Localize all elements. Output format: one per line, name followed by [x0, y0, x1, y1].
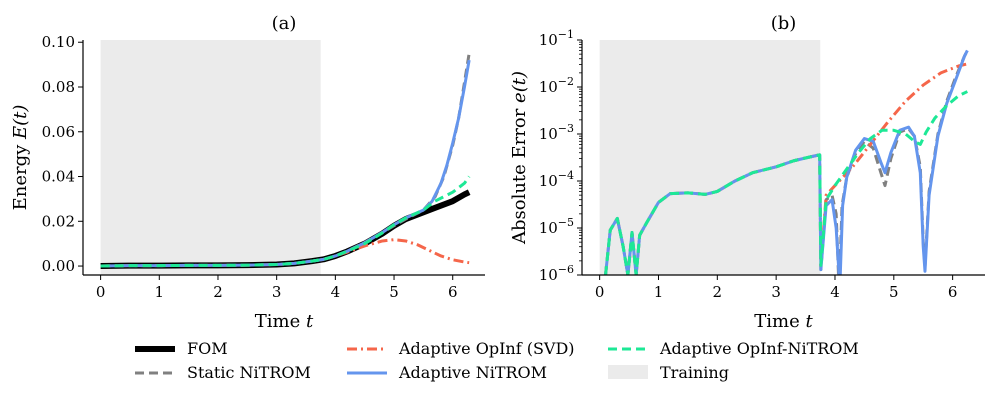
- y-tick-label: 10−1: [539, 28, 574, 49]
- x-tick-label: 6: [448, 283, 458, 301]
- y-tick-label: 10−3: [539, 122, 574, 143]
- panel-title: (a): [272, 13, 297, 34]
- legend-label: Adaptive OpInf (SVD): [398, 339, 575, 358]
- y-tick-label: 10−5: [539, 216, 574, 237]
- legend: FOM Static NiTROM Adaptive OpInf (SVD) Adap…: [135, 339, 859, 382]
- x-tick-label: 1: [155, 283, 165, 301]
- legend-item-static-nitrom: Static NiTROM: [135, 363, 311, 382]
- x-tick-label: 4: [830, 283, 840, 301]
- legend-label: Training: [660, 363, 729, 382]
- series-adaptive-opinf-nitrom: [100, 175, 471, 268]
- panel-b: 0 1 2 3 4 5 610−610−510−410−310−210−1(b)Time t…: [509, 13, 985, 332]
- x-tick-label: 0: [96, 283, 106, 301]
- y-axis-label: Absolute Error e(t): [509, 71, 530, 245]
- y-tick-exponent: −4: [558, 169, 574, 182]
- y-tick-exponent: −1: [558, 28, 574, 41]
- legend-item-adaptive-opinf-svd: Adaptive OpInf (SVD): [347, 339, 575, 358]
- legend-item-training: Training: [608, 363, 729, 382]
- y-tick-exponent: −2: [558, 75, 574, 88]
- series-group: [100, 53, 471, 270]
- y-tick-base: 10: [539, 219, 558, 237]
- y-tick-label: 0.08: [42, 78, 75, 96]
- x-tick-label: 3: [771, 283, 781, 301]
- x-tick-label: 1: [654, 283, 664, 301]
- y-tick-label: 0.04: [42, 168, 75, 186]
- y-label-text: Absolute Error: [509, 103, 530, 245]
- panel-a: 0 1 2 3 4 5 6 0.00 0.02 0.04 0.06 0.08 0.10 (a) Time t…: [10, 13, 485, 332]
- y-tick-label: 10−6: [539, 263, 574, 284]
- x-tick-label: 5: [889, 283, 899, 301]
- y-label-var: E(t): [10, 105, 31, 140]
- legend-swatch: [608, 365, 648, 379]
- legend-label: Adaptive OpInf-NiTROM: [659, 339, 859, 358]
- x-tick-label: 2: [713, 283, 723, 301]
- training-region: [599, 40, 821, 275]
- legend-item-adaptive-nitrom: Adaptive NiTROM: [347, 363, 547, 382]
- x-tick-label: 3: [272, 283, 282, 301]
- y-tick-base: 10: [539, 31, 558, 49]
- x-label-var: t: [805, 311, 813, 332]
- y-tick-label: 10−4: [539, 169, 574, 190]
- x-label-text: Time: [255, 311, 306, 332]
- y-label-text: Energy: [10, 139, 31, 210]
- legend-item-adaptive-opinf-nitrom: Adaptive OpInf-NiTROM: [608, 339, 859, 358]
- y-tick-label: 0.10: [42, 33, 75, 51]
- x-axis-label: Time t: [754, 311, 813, 332]
- y-tick-label: 10−2: [539, 75, 574, 96]
- x-tick-label: 0: [595, 283, 605, 301]
- x-tick-label: 5: [389, 283, 399, 301]
- x-tick-label: 4: [331, 283, 341, 301]
- y-tick-exponent: −3: [558, 122, 574, 135]
- y-tick-exponent: −5: [558, 216, 574, 229]
- series-group: [604, 49, 969, 275]
- legend-label: Static NiTROM: [187, 363, 311, 382]
- x-label-var: t: [306, 311, 314, 332]
- x-tick-label: 2: [213, 283, 223, 301]
- y-tick-exponent: −6: [558, 263, 574, 276]
- panel-title: (b): [771, 13, 797, 34]
- y-tick-label: 0.00: [42, 257, 75, 275]
- training-region: [100, 40, 321, 275]
- series-adaptive-nitrom: [604, 49, 969, 275]
- y-tick-base: 10: [539, 172, 558, 190]
- legend-label: Adaptive NiTROM: [398, 363, 547, 382]
- y-tick-label: 0.06: [42, 123, 75, 141]
- y-tick-base: 10: [539, 125, 558, 143]
- legend-label: FOM: [187, 339, 228, 358]
- y-label-var: e(t): [509, 71, 530, 103]
- y-tick-base: 10: [539, 78, 558, 96]
- y-tick-label: 0.02: [42, 212, 75, 230]
- x-tick-label: 6: [948, 283, 958, 301]
- x-label-text: Time: [754, 311, 805, 332]
- y-axis-label: Energy E(t): [10, 105, 31, 211]
- y-tick-base: 10: [539, 266, 558, 284]
- x-axis-label: Time t: [255, 311, 314, 332]
- legend-item-fom: FOM: [135, 339, 228, 358]
